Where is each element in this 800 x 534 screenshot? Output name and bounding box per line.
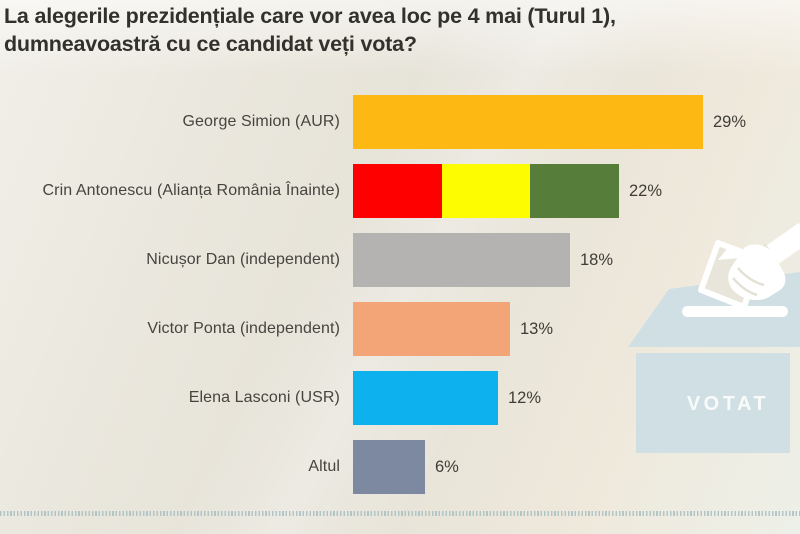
arm-sleeve: [765, 223, 800, 264]
bar: [353, 371, 498, 425]
bar: [353, 95, 703, 149]
candidate-label: Victor Ponta (independent): [147, 320, 340, 337]
bar: [353, 233, 570, 287]
finger-line-1: [737, 267, 765, 287]
bar: [353, 164, 620, 218]
bar-segment: [353, 440, 425, 494]
candidate-label: Altul: [308, 458, 340, 475]
votat-label: VOTAT: [687, 393, 769, 415]
ballot-box-illustration: VOTAT: [628, 223, 800, 453]
bar-segment: [353, 95, 703, 149]
bar-segment: [530, 164, 620, 218]
candidate-label: George Simion (AUR): [182, 113, 340, 130]
page-title: La alegerile prezidențiale care vor avea…: [4, 4, 616, 56]
poll-bar-chart: George Simion (AUR) 29% Crin Antonescu (Al…: [0, 95, 800, 495]
bar-segment: [441, 164, 531, 218]
bar-segment: [353, 164, 442, 218]
ballot-slot: [682, 306, 788, 317]
value-label: 12%: [508, 388, 542, 407]
bar: [353, 302, 510, 356]
bar-segment: [353, 371, 498, 425]
value-label: 18%: [580, 250, 614, 269]
bar-segment: [353, 302, 510, 356]
bar-row: Altul 6%: [0, 440, 800, 494]
value-label: 6%: [435, 457, 459, 476]
bar-segment: [353, 233, 570, 287]
finger-line-2: [732, 277, 758, 297]
candidate-label: Nicușor Dan (independent): [146, 251, 340, 268]
dotted-divider-line: [0, 511, 800, 516]
bar-row: Crin Antonescu (Alianța România Înainte)…: [0, 164, 800, 218]
value-label: 29%: [713, 112, 747, 131]
ballot-box-body: [636, 353, 790, 453]
bar-row: Nicușor Dan (independent) 18%: [0, 233, 800, 287]
candidate-label: Crin Antonescu (Alianța România Înainte): [42, 182, 340, 199]
bar-row: Victor Ponta (independent) 13%: [0, 302, 800, 356]
value-label: 13%: [520, 319, 554, 338]
value-label: 22%: [629, 181, 663, 200]
bar-row: Elena Lasconi (USR) 12%: [0, 371, 800, 425]
candidate-label: Elena Lasconi (USR): [188, 389, 340, 406]
bar: [353, 440, 425, 494]
bar-row: George Simion (AUR) 29%: [0, 95, 800, 149]
